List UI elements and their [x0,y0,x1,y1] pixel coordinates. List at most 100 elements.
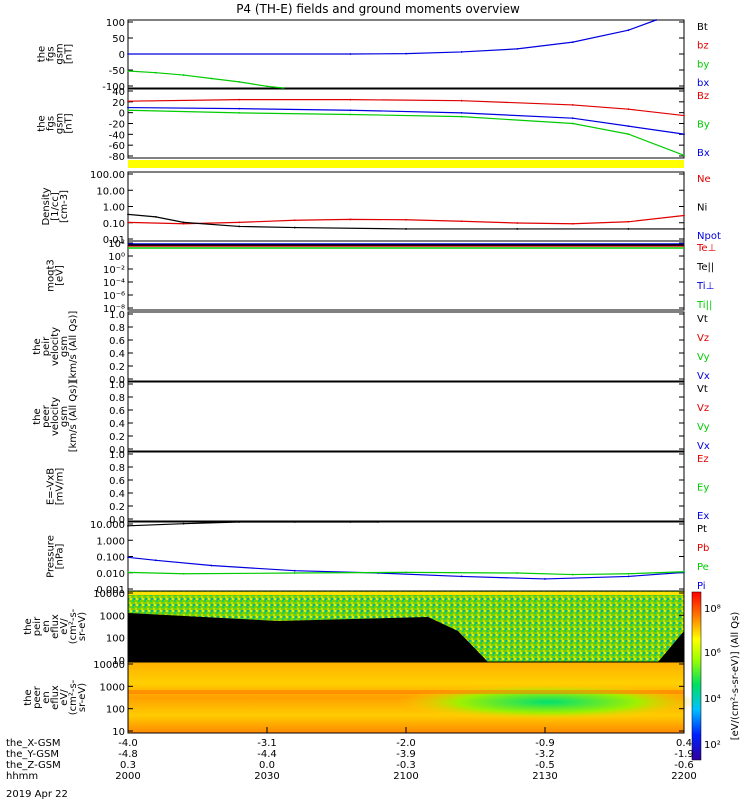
y-tick-label-pressure: 0.100 [96,553,125,564]
x-tick-label: -1.9 [674,749,694,760]
data-point-Ne [627,220,630,223]
panel-efield: 1.0 0.8 0.6 0.4 0.2 0.0 E=-VxB[mV/m] Ez Ey Ex [46,450,710,526]
panel-pressure: 10.000 1.000 0.100 0.010 0.001 Pressure[nPa] P… [46,520,710,596]
y-tick-label-fgs_gsm_zoom: 40 [112,87,125,98]
data-point-Pe [405,571,407,574]
data-point-bx [627,29,630,32]
data-point-by [182,74,185,76]
y-tick-label-fgs_gsm: 50 [112,34,125,45]
x-tick-label: -0.9 [535,738,555,749]
panel-frame-pressure [127,521,685,592]
y-tick-label-fgs_gsm_zoom: -60 [109,141,125,152]
data-point-Pi [544,578,546,580]
colorbar: [eV/(cm²-s-sr-eV)] (All Qs) 10⁸ 10⁶ 10⁴ … [691,591,741,761]
colorbar-tick-3: 10⁴ [704,694,721,705]
y-axis-label-peer_velocity: velocity [50,397,61,436]
y-tick-label-density: 0.01 [103,235,125,246]
y-tick-label-peir_en_eflux: 100 [106,634,125,645]
data-point-Bz [460,99,463,102]
data-point-Bx [127,106,129,109]
data-point-Pt [293,521,296,523]
y-tick-label-fgs_gsm_zoom: 0 [119,109,125,120]
peer-heatmap-band [128,690,684,694]
data-point-By [238,111,241,114]
x-tick-label: -4.4 [257,749,277,760]
data-point-Bz [627,108,630,111]
x-tick-label: -3.2 [535,749,555,760]
data-point-Ni [182,221,185,224]
y-tick-label-moqt3: 10² [108,239,125,250]
y-tick-label-peir_velocity: 0.0 [109,375,125,386]
data-point-Pi [293,569,296,572]
series-line-Pi [127,556,685,580]
legend-Ey: Ey [697,483,709,494]
legend-Pt: Pt [697,524,707,535]
y-axis-label-fgs_gsm_zoom: gsm [55,113,66,134]
data-point-Ni [293,226,296,229]
y-tick-label-fgs_gsm: 0 [119,50,125,61]
y-tick-label-efield: 0.2 [109,502,125,513]
y-tick-label-moqt3: 10⁰ [108,252,125,263]
data-point-Bz [683,114,685,117]
y-tick-label-density: 1.00 [103,203,125,214]
y-tick-label-peir_velocity: 0.6 [109,336,125,347]
y-tick-label-peir_velocity: 0.8 [109,323,125,334]
y-axis-label-density: [cm-3] [59,190,70,223]
y-axis-label-peer_velocity: gsm [59,406,70,427]
data-point-bx [127,53,129,55]
y-tick-label-peer_velocity: 0.2 [109,432,125,443]
data-point-Ni [516,228,519,230]
data-point-Bz [349,98,352,101]
y-tick-label-peir_en_eflux: 10 [112,656,125,667]
y-tick-label-fgs_gsm_zoom: -40 [109,130,125,141]
legend-by: by [697,59,709,70]
y-tick-label-fgs_gsm_zoom: -20 [109,120,125,131]
legend-Vx: Vx [697,441,710,452]
data-point-Ne [460,220,463,223]
y-axis-label-peir_en_eflux: eV/ [59,618,70,635]
data-point-Ni [627,228,630,230]
data-point-Pe [182,572,185,575]
series-line-Bz [127,99,685,117]
y-axis-label-peer_velocity: peer [41,404,52,428]
data-point-Pi [627,575,630,578]
y-axis-label-peer_velocity: the [32,408,43,424]
y-axis-label-peer_velocity: [km/s (All Qs)] [68,381,79,453]
panel-peir_en_eflux: 10000 1000 100 10 thepeirenefluxeV/(cm²-s-sr… [23,589,685,667]
panel-peir_velocity: 1.0 0.8 0.6 0.4 0.2 0.0 thepeirvelocitygsm[km/… [32,310,710,386]
y-tick-label-efield: 0.8 [109,463,125,474]
peir-heatmap-top-strip [128,592,684,595]
legend-Vx: Vx [697,371,710,382]
y-tick-label-moqt3: 10⁻⁴ [103,278,125,289]
y-axis-label-efield: [mV/m] [55,468,66,506]
x-tick-label: -2.0 [396,738,416,749]
legend-Bx: Bx [697,148,710,159]
series-line-Pe [127,571,685,576]
peir-heatmap-upper-band [128,591,684,613]
data-point-by [127,70,129,72]
y-axis-label-fgs_gsm_zoom: the [37,115,48,131]
legend-Vy: Vy [697,352,710,363]
panel-density: 100.00 10.00 1.00 0.10 0.01 Density[1/cc][cm-… [41,170,721,246]
data-point-Ni [683,228,685,230]
x-tick-label: -3.1 [257,738,277,749]
panel-peer_en_eflux: 10000 1000 100 10 thepeerenefluxeV/(cm²-s-sr… [23,660,698,738]
y-tick-label-density: 10.00 [96,186,125,197]
series-line-by [127,70,284,89]
data-point-by [210,77,213,80]
y-axis-label-fgs_gsm: gsm [55,43,66,64]
data-point-Pe [627,572,630,575]
y-axis-label-peer_en_eflux: eflux [50,685,61,710]
data-point-Pe [293,572,296,574]
data-point-Pi [460,575,463,578]
x-row-label: the_Z-GSM [6,760,61,771]
y-axis-label-peir_velocity: the [32,338,43,354]
y-tick-label-peer_velocity: 0.8 [109,393,125,404]
series-line-Bx [127,106,685,135]
y-tick-label-pressure: 1.000 [96,536,125,547]
y-tick-label-efield: 0.4 [109,489,125,500]
y-tick-label-pressure: 0.001 [96,585,125,596]
legend-Ni: Ni [697,203,707,214]
data-point-Pi [210,564,213,567]
y-axis-label-fgs_gsm_zoom: [nT] [64,113,75,133]
